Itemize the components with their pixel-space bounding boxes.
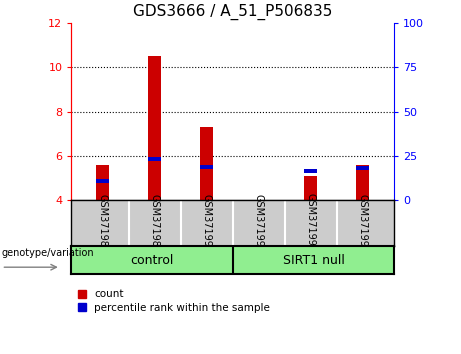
Text: GSM371990: GSM371990 <box>202 194 212 252</box>
Bar <box>200 127 213 200</box>
Text: SIRT1 null: SIRT1 null <box>283 254 344 267</box>
Text: GSM371993: GSM371993 <box>358 194 368 252</box>
Bar <box>148 56 161 200</box>
Bar <box>96 179 109 183</box>
Bar <box>304 170 317 173</box>
Bar <box>304 176 317 200</box>
Bar <box>356 165 369 200</box>
Text: GSM371992: GSM371992 <box>306 193 316 253</box>
Title: GDS3666 / A_51_P506835: GDS3666 / A_51_P506835 <box>133 4 332 20</box>
Bar <box>356 166 369 170</box>
Text: genotype/variation: genotype/variation <box>1 248 94 258</box>
Text: control: control <box>130 254 174 267</box>
Bar <box>148 157 161 161</box>
Text: GSM371988: GSM371988 <box>98 194 108 252</box>
Legend: count, percentile rank within the sample: count, percentile rank within the sample <box>77 289 271 314</box>
Bar <box>96 165 109 200</box>
Text: GSM371991: GSM371991 <box>254 194 264 252</box>
Text: GSM371989: GSM371989 <box>150 194 160 252</box>
Bar <box>200 165 213 169</box>
